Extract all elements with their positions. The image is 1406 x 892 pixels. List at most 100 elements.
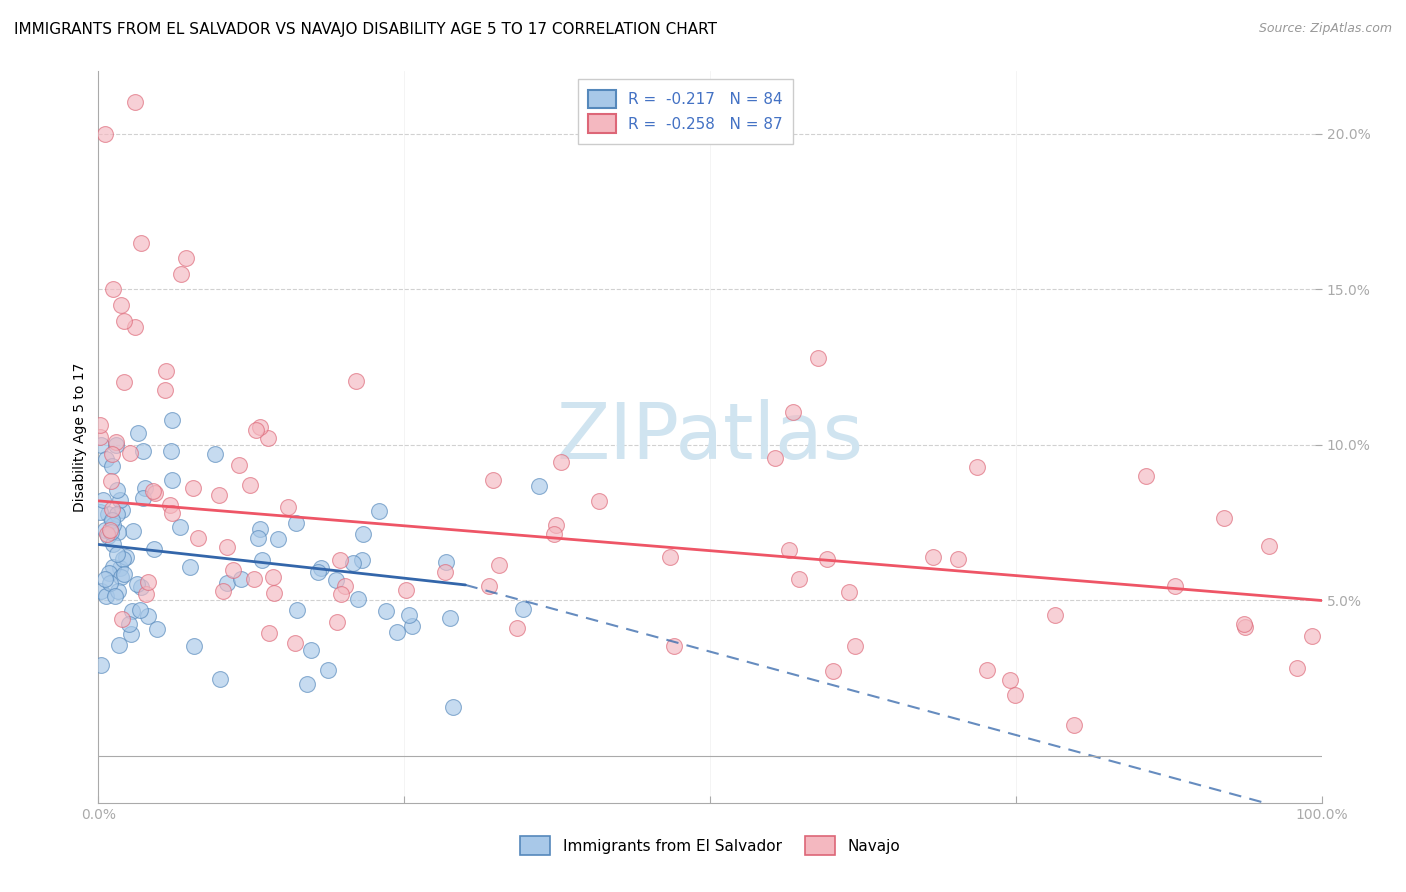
Point [134, 481, 156, 495]
Point [1234, 620, 1257, 634]
Point [295, 677, 318, 691]
Point [1004, 688, 1026, 702]
Legend: Immigrants from El Salvador, Navajo: Immigrants from El Salvador, Navajo [513, 830, 907, 861]
Point [89, 417, 111, 432]
Point [115, 550, 138, 565]
Point [127, 577, 149, 591]
Point [101, 560, 124, 574]
Point [245, 423, 267, 437]
Point [128, 603, 150, 617]
Point [94, 127, 117, 141]
Point [98, 523, 121, 537]
Point [659, 550, 682, 565]
Point [1164, 579, 1187, 593]
Point [763, 451, 786, 466]
Point [228, 458, 250, 472]
Point [111, 612, 134, 626]
Point [439, 610, 461, 624]
Point [160, 506, 183, 520]
Point [100, 474, 122, 488]
Point [111, 503, 134, 517]
Point [207, 488, 229, 502]
Point [179, 559, 201, 574]
Point [170, 267, 193, 281]
Point [129, 235, 152, 250]
Point [550, 454, 572, 468]
Point [89, 430, 111, 444]
Point [160, 444, 183, 458]
Point [143, 541, 166, 556]
Point [543, 527, 565, 541]
Point [434, 554, 457, 568]
Point [249, 522, 271, 536]
Point [97, 529, 120, 543]
Point [246, 531, 269, 545]
Point [1063, 718, 1085, 732]
Point [946, 551, 969, 566]
Point [512, 601, 534, 615]
Point [101, 502, 124, 516]
Point [97, 507, 120, 521]
Point [838, 584, 860, 599]
Point [94, 523, 117, 537]
Point [433, 565, 456, 579]
Point [262, 570, 284, 584]
Point [181, 481, 204, 495]
Point [110, 570, 132, 584]
Point [326, 615, 349, 629]
Point [387, 624, 409, 639]
Point [346, 592, 368, 607]
Point [1301, 629, 1323, 643]
Point [976, 663, 998, 677]
Point [806, 351, 828, 365]
Point [401, 619, 423, 633]
Point [104, 589, 127, 603]
Point [217, 540, 239, 554]
Point [249, 419, 271, 434]
Point [344, 374, 367, 388]
Point [221, 563, 243, 577]
Point [1285, 660, 1308, 674]
Point [142, 484, 165, 499]
Point [375, 605, 398, 619]
Point [136, 575, 159, 590]
Text: IMMIGRANTS FROM EL SALVADOR VS NAVAJO DISABILITY AGE 5 TO 17 CORRELATION CHART: IMMIGRANTS FROM EL SALVADOR VS NAVAJO DI… [14, 22, 717, 37]
Point [209, 672, 232, 686]
Point [215, 575, 238, 590]
Point [505, 621, 527, 635]
Point [107, 584, 129, 599]
Point [91, 493, 114, 508]
Point [105, 438, 128, 452]
Point [155, 383, 177, 397]
Point [325, 573, 347, 587]
Text: Source: ZipAtlas.com: Source: ZipAtlas.com [1258, 22, 1392, 36]
Point [96, 527, 118, 541]
Point [98, 576, 121, 591]
Point [787, 572, 810, 586]
Point [329, 553, 352, 567]
Point [277, 500, 299, 515]
Point [111, 552, 134, 566]
Point [263, 586, 285, 600]
Point [243, 572, 266, 586]
Point [160, 412, 183, 426]
Point [120, 626, 142, 640]
Point [121, 604, 143, 618]
Point [250, 553, 273, 567]
Point [118, 446, 141, 460]
Point [108, 560, 131, 574]
Point [966, 459, 988, 474]
Point [112, 314, 135, 328]
Point [488, 558, 510, 573]
Point [922, 549, 945, 564]
Point [187, 531, 209, 545]
Point [105, 547, 128, 561]
Point [1257, 539, 1279, 553]
Point [778, 542, 800, 557]
Point [101, 536, 124, 550]
Point [100, 513, 122, 527]
Point [395, 582, 418, 597]
Point [129, 580, 152, 594]
Point [309, 561, 332, 575]
Y-axis label: Disability Age 5 to 17: Disability Age 5 to 17 [73, 362, 87, 512]
